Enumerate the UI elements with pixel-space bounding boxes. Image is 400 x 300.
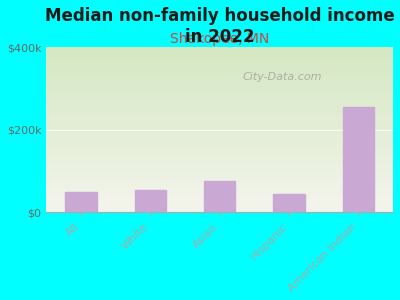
- Bar: [274, 194, 305, 212]
- Bar: [66, 192, 97, 212]
- Bar: [204, 182, 235, 212]
- Bar: [343, 107, 374, 212]
- Bar: [135, 190, 166, 212]
- Text: City-Data.com: City-Data.com: [242, 72, 322, 82]
- Title: Median non-family household income
in 2022: Median non-family household income in 20…: [45, 7, 395, 46]
- Text: Shakopee, MN: Shakopee, MN: [170, 32, 269, 46]
